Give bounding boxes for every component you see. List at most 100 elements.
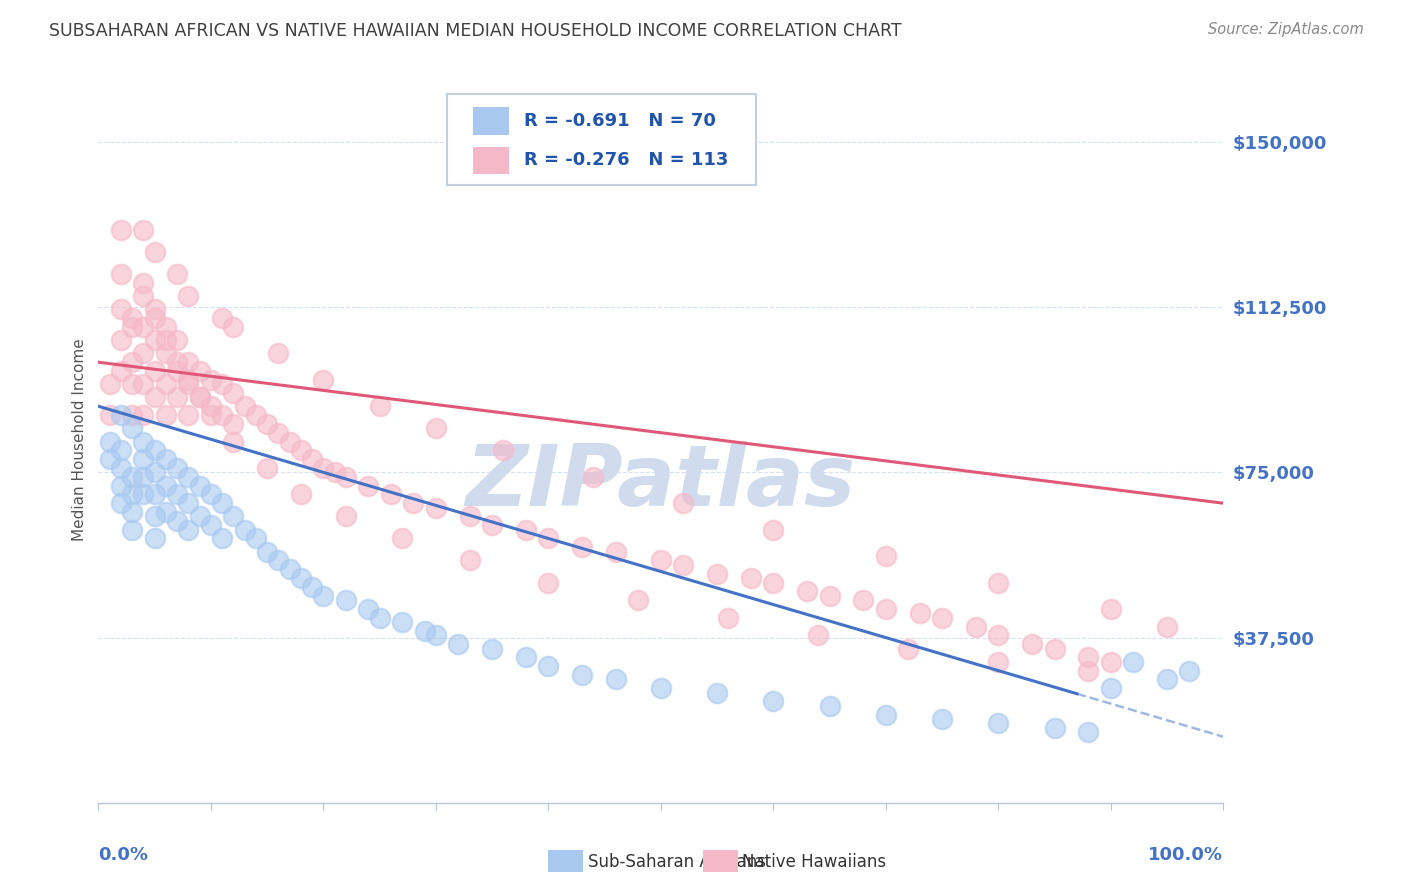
Point xyxy=(155,333,177,347)
Point xyxy=(515,523,537,537)
Point xyxy=(875,707,897,722)
Point xyxy=(98,452,121,467)
Point xyxy=(1178,664,1201,678)
Point xyxy=(121,469,143,483)
Point xyxy=(875,549,897,563)
Point xyxy=(908,607,931,621)
Point xyxy=(188,364,211,378)
Point xyxy=(132,289,155,303)
Point xyxy=(301,452,323,467)
Point xyxy=(110,267,132,281)
Point xyxy=(121,523,143,537)
Point xyxy=(200,408,222,422)
Point xyxy=(706,566,728,581)
Point xyxy=(211,311,233,326)
Point xyxy=(425,421,447,435)
Point xyxy=(110,333,132,347)
Point xyxy=(177,408,200,422)
Point xyxy=(537,532,560,546)
Point xyxy=(987,628,1010,642)
Point xyxy=(571,668,593,682)
Point xyxy=(143,245,166,260)
Point xyxy=(132,377,155,392)
Point xyxy=(211,408,233,422)
Point xyxy=(1077,664,1099,678)
Point xyxy=(582,469,605,483)
Point xyxy=(368,611,391,625)
Point xyxy=(121,320,143,334)
Point xyxy=(166,364,188,378)
Point xyxy=(515,650,537,665)
Point xyxy=(143,532,166,546)
Point xyxy=(143,333,166,347)
Point xyxy=(155,408,177,422)
Point xyxy=(98,377,121,392)
Point xyxy=(290,571,312,585)
Point xyxy=(301,580,323,594)
Point xyxy=(931,712,953,726)
Point xyxy=(796,584,818,599)
Point xyxy=(413,624,436,638)
Point xyxy=(211,532,233,546)
Point xyxy=(121,311,143,326)
Point xyxy=(323,466,346,480)
Point xyxy=(177,523,200,537)
Point xyxy=(166,514,188,528)
Point xyxy=(143,487,166,501)
Point xyxy=(166,267,188,281)
Point xyxy=(290,487,312,501)
Point xyxy=(222,320,245,334)
Point xyxy=(200,487,222,501)
Point xyxy=(897,641,920,656)
Point xyxy=(222,509,245,524)
Point xyxy=(931,611,953,625)
Point xyxy=(143,466,166,480)
Point xyxy=(425,500,447,515)
Point xyxy=(627,593,650,607)
Point xyxy=(447,637,470,651)
Point xyxy=(143,364,166,378)
Point xyxy=(211,496,233,510)
Y-axis label: Median Household Income: Median Household Income xyxy=(72,338,87,541)
Point xyxy=(110,478,132,492)
Point xyxy=(605,544,627,558)
Point xyxy=(132,346,155,360)
Point xyxy=(481,641,503,656)
Point xyxy=(762,575,785,590)
Point xyxy=(987,716,1010,731)
Point xyxy=(852,593,875,607)
Point xyxy=(200,373,222,387)
Point xyxy=(1156,673,1178,687)
Point xyxy=(110,364,132,378)
Point xyxy=(368,399,391,413)
Point xyxy=(672,558,695,572)
Point xyxy=(166,333,188,347)
Text: R = -0.276   N = 113: R = -0.276 N = 113 xyxy=(523,152,728,169)
Point xyxy=(762,694,785,708)
Point xyxy=(312,373,335,387)
Point xyxy=(121,377,143,392)
Point xyxy=(132,408,155,422)
Point xyxy=(166,391,188,405)
Point xyxy=(155,346,177,360)
Point xyxy=(1021,637,1043,651)
Point xyxy=(1099,681,1122,696)
Point xyxy=(177,496,200,510)
Point xyxy=(357,478,380,492)
Point xyxy=(200,399,222,413)
Point xyxy=(1099,602,1122,616)
Point xyxy=(1043,641,1066,656)
Point xyxy=(481,518,503,533)
Point xyxy=(740,571,762,585)
Point xyxy=(121,408,143,422)
Point xyxy=(290,443,312,458)
Point xyxy=(177,377,200,392)
Point xyxy=(121,421,143,435)
Point xyxy=(143,443,166,458)
Point xyxy=(357,602,380,616)
Point xyxy=(132,320,155,334)
Point xyxy=(132,452,155,467)
Point xyxy=(177,289,200,303)
Point xyxy=(987,655,1010,669)
Point xyxy=(211,377,233,392)
